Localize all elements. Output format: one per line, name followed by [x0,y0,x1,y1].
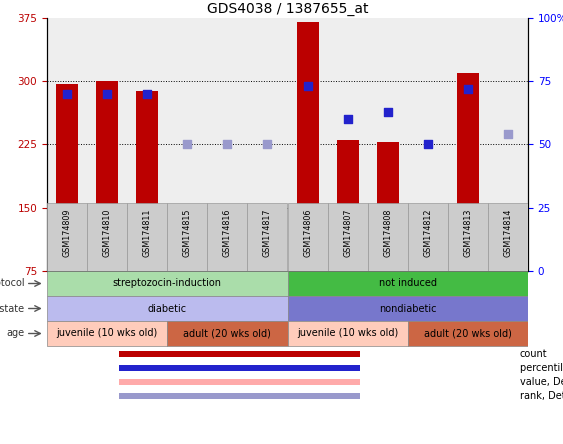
Bar [377,142,399,271]
Text: GSM174810: GSM174810 [102,208,111,257]
Bar [127,203,167,271]
Text: GSM174807: GSM174807 [343,208,352,257]
Bar [176,242,198,271]
Text: GSM174812: GSM174812 [423,208,432,257]
Bar [119,379,360,385]
Point [423,141,432,148]
Text: value, Detection Call = ABSENT: value, Detection Call = ABSENT [520,377,563,387]
Bar [256,240,279,271]
Bar [337,140,359,271]
Bar [408,321,528,346]
Text: streptozocin-induction: streptozocin-induction [113,278,222,289]
Bar [488,203,528,271]
Point [263,141,272,148]
Text: count: count [520,349,548,359]
Bar [47,203,87,271]
Bar [417,225,439,271]
Text: GSM174814: GSM174814 [503,208,512,257]
Bar [207,203,247,271]
Point [102,90,111,97]
Text: age: age [6,329,24,338]
Text: protocol: protocol [0,278,24,289]
Bar [119,365,360,371]
Bar [288,271,528,296]
Text: juvenile (10 wks old): juvenile (10 wks old) [56,329,158,338]
Text: disease state: disease state [0,304,24,313]
Bar [136,91,158,271]
Text: GSM174815: GSM174815 [183,208,192,257]
Bar [288,321,408,346]
Text: nondiabetic: nondiabetic [379,304,436,313]
Bar [47,296,288,321]
Text: GSM174813: GSM174813 [463,208,472,257]
Bar [96,81,118,271]
Point [303,83,312,90]
Point [503,131,512,138]
Bar [497,210,519,271]
Text: adult (20 wks old): adult (20 wks old) [184,329,271,338]
Bar [288,296,528,321]
Bar [328,203,368,271]
Bar [297,22,319,271]
Bar [167,321,288,346]
Bar [408,203,448,271]
Title: GDS4038 / 1387655_at: GDS4038 / 1387655_at [207,2,368,16]
Bar [247,203,288,271]
Bar [216,237,238,271]
Text: GSM174811: GSM174811 [142,208,151,257]
Text: diabetic: diabetic [148,304,187,313]
Bar [87,203,127,271]
Bar [47,271,288,296]
Text: rank, Detection Call = ABSENT: rank, Detection Call = ABSENT [520,391,563,401]
Bar [119,351,360,357]
Text: GSM174817: GSM174817 [263,208,272,257]
Text: GSM174808: GSM174808 [383,208,392,257]
Point [183,141,192,148]
Text: GSM174806: GSM174806 [303,208,312,257]
Text: not induced: not induced [379,278,437,289]
Point [142,90,151,97]
Bar [448,203,488,271]
Text: GSM174809: GSM174809 [62,208,72,257]
Bar [47,321,167,346]
Point [223,141,232,148]
Bar [56,84,78,271]
Bar [288,203,328,271]
Text: juvenile (10 wks old): juvenile (10 wks old) [297,329,398,338]
Point [343,115,352,123]
Bar [368,203,408,271]
Point [463,85,472,92]
Bar [167,203,207,271]
Text: percentile rank within the sample: percentile rank within the sample [520,363,563,373]
Text: GSM174816: GSM174816 [223,208,232,257]
Bar [119,393,360,399]
Bar [457,73,479,271]
Text: adult (20 wks old): adult (20 wks old) [424,329,512,338]
Point [62,90,72,97]
Point [383,108,392,115]
